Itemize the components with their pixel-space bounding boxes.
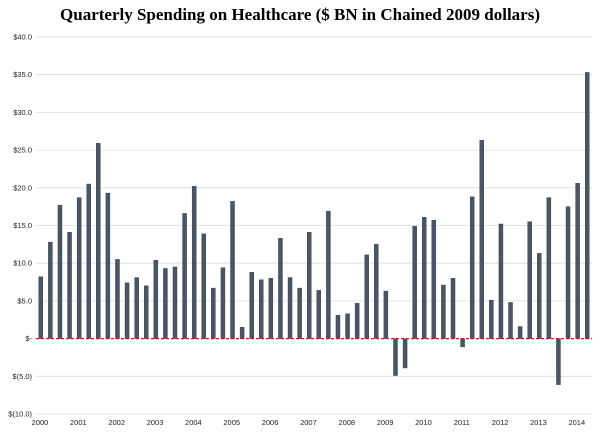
x-tick-label: 2001 — [70, 418, 87, 427]
bar — [86, 183, 91, 339]
bars — [38, 72, 590, 385]
bar — [182, 213, 187, 339]
bar — [431, 220, 437, 339]
bar — [546, 197, 552, 339]
chart-title: Quarterly Spending on Healthcare ($ BN i… — [60, 5, 540, 24]
bar — [124, 282, 130, 339]
y-tick-label: $(10.0) — [8, 410, 32, 419]
bar — [48, 241, 53, 339]
bar — [230, 201, 235, 339]
y-axis-ticks: $40.0 $35.0 $30.0 $25.0 $20.0 $15.0 $10.0 $5.0 $… — [8, 33, 32, 419]
bar — [172, 266, 178, 339]
bar — [134, 277, 139, 339]
x-axis-ticks: 2000 2001 2002 2003 2004 2005 2006 2007 2008 2009… — [32, 418, 586, 427]
bar — [211, 287, 216, 339]
x-tick-label: 2003 — [147, 418, 164, 427]
bar — [306, 232, 312, 339]
x-tick-label: 2007 — [300, 418, 317, 427]
bar — [537, 253, 542, 339]
y-tick-label: $5.0 — [17, 296, 32, 305]
bar — [441, 284, 446, 339]
y-tick-label: $20.0 — [13, 183, 32, 192]
y-tick-label: $- — [25, 334, 32, 343]
bar — [297, 287, 302, 339]
bar — [565, 206, 571, 339]
y-tick-label: $35.0 — [13, 70, 32, 79]
bar — [393, 338, 398, 376]
x-tick-label: 2002 — [108, 418, 125, 427]
bar — [354, 302, 360, 339]
y-tick-label: $25.0 — [13, 146, 32, 155]
bar — [76, 197, 82, 339]
bar — [584, 72, 590, 339]
y-tick-label: $10.0 — [13, 259, 32, 268]
bar — [220, 267, 226, 339]
bar — [460, 338, 465, 348]
bar — [201, 233, 206, 339]
bar — [364, 254, 369, 339]
bar — [38, 276, 44, 339]
bar — [575, 183, 580, 339]
bar — [259, 279, 264, 339]
bar — [67, 232, 72, 339]
bar — [287, 277, 293, 339]
bar — [335, 315, 341, 339]
bar — [153, 259, 159, 339]
bar — [239, 327, 245, 339]
bar — [402, 338, 408, 369]
bar — [96, 143, 101, 339]
x-tick-label: 2014 — [568, 418, 585, 427]
gridlines — [36, 36, 592, 415]
bar — [517, 326, 523, 339]
bar — [556, 338, 561, 385]
bar — [115, 259, 120, 339]
bar — [450, 278, 456, 339]
bar — [374, 244, 379, 339]
bar — [144, 285, 149, 339]
bar — [412, 226, 417, 339]
bar — [316, 290, 322, 339]
x-tick-label: 2005 — [223, 418, 240, 427]
bar — [469, 196, 475, 339]
x-tick-label: 2004 — [185, 418, 202, 427]
bar — [498, 223, 504, 339]
bar — [527, 221, 532, 339]
x-tick-label: 2011 — [454, 418, 470, 427]
bar — [326, 210, 331, 339]
y-tick-label: $40.0 — [13, 33, 32, 42]
bar — [249, 272, 254, 339]
bar — [479, 140, 484, 339]
bar — [57, 204, 63, 339]
y-tick-label: $15.0 — [13, 221, 32, 230]
x-tick-label: 2013 — [530, 418, 547, 427]
bar — [508, 302, 513, 339]
y-tick-label: $(5.0) — [12, 372, 32, 381]
bar — [163, 268, 168, 339]
x-tick-label: 2010 — [415, 418, 432, 427]
x-tick-label: 2008 — [338, 418, 355, 427]
bar — [105, 192, 111, 339]
bar — [489, 299, 494, 339]
x-tick-label: 2006 — [262, 418, 279, 427]
bar — [278, 238, 283, 339]
y-tick-label: $30.0 — [13, 108, 32, 117]
bar — [345, 313, 350, 339]
x-tick-label: 2012 — [492, 418, 509, 427]
bar — [383, 290, 389, 339]
bar — [268, 278, 274, 339]
bar — [422, 217, 427, 339]
x-tick-label: 2000 — [32, 418, 49, 427]
bar — [191, 186, 197, 339]
x-tick-label: 2009 — [377, 418, 394, 427]
